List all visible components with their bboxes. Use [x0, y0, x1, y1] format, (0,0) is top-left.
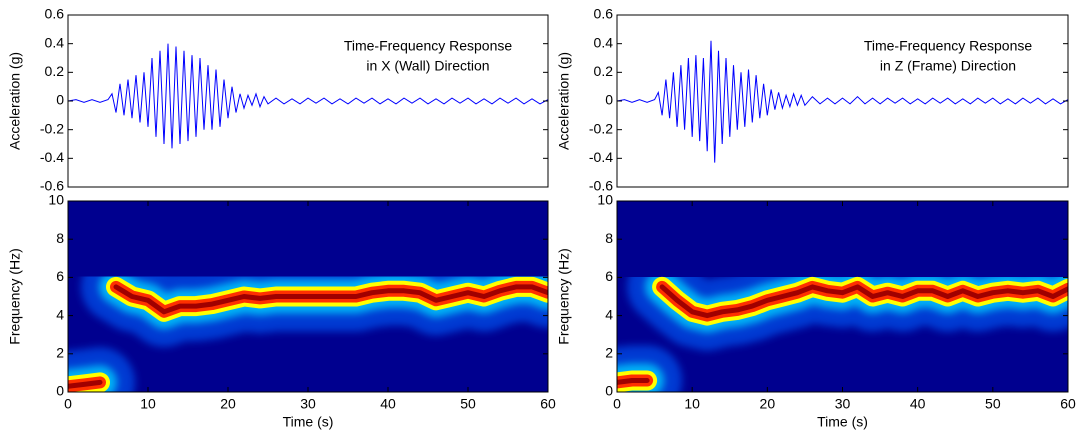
y-tick-label: -0.4 [589, 149, 613, 165]
y-tick-label: 8 [605, 230, 613, 246]
x-tick-label: 30 [835, 396, 851, 412]
annotation: in X (Wall) Direction [366, 58, 489, 74]
x-tick-label: 10 [684, 396, 700, 412]
y-axis-label: Acceleration (g) [7, 52, 23, 150]
y-tick-label: 10 [48, 192, 64, 208]
x-axis-label: Time (s) [283, 414, 334, 430]
x-tick-label: 30 [300, 396, 316, 412]
axes-frame [616, 14, 1069, 188]
y-tick-label: -0.6 [40, 178, 64, 194]
y-tick-label: -0.2 [40, 120, 64, 136]
y-tick-label: 0.6 [594, 6, 614, 22]
y-tick-label: 6 [56, 268, 64, 284]
y-tick-label: 0.2 [594, 63, 614, 79]
x-tick-label: 40 [910, 396, 926, 412]
x-tick-label: 0 [613, 396, 621, 412]
y-tick-label: 0.4 [45, 34, 65, 50]
x-tick-label: 10 [140, 396, 156, 412]
x-tick-label: 20 [220, 396, 236, 412]
y-tick-label: 0.4 [594, 34, 614, 50]
acceleration-line [68, 43, 548, 149]
annotation: Time-Frequency Response [344, 38, 513, 54]
y-tick-label: 4 [56, 306, 64, 322]
spectrogram-ridge [68, 284, 548, 389]
x-axis-label: Time (s) [817, 414, 868, 430]
axes-frame [67, 200, 549, 393]
y-tick-label: 8 [56, 230, 64, 246]
axes-frame [616, 200, 1069, 393]
x-tick-label: 60 [1060, 396, 1076, 412]
y-axis-label: Frequency (Hz) [7, 248, 23, 344]
spectrogram-ridge [617, 284, 1068, 385]
x-tick-label: 20 [760, 396, 776, 412]
annotation: in Z (Frame) Direction [880, 58, 1016, 74]
y-tick-label: 0.2 [45, 63, 65, 79]
y-tick-label: -0.6 [589, 178, 613, 194]
annotation: Time-Frequency Response [864, 38, 1033, 54]
y-tick-label: 2 [605, 345, 613, 361]
y-tick-label: 6 [605, 268, 613, 284]
y-tick-label: 2 [56, 345, 64, 361]
x-tick-label: 0 [64, 396, 72, 412]
y-axis-label: Frequency (Hz) [556, 248, 572, 344]
x-tick-label: 50 [460, 396, 476, 412]
x-tick-label: 60 [540, 396, 556, 412]
spectrogram [617, 251, 1068, 392]
y-tick-label: 4 [605, 306, 613, 322]
axes-frame [67, 14, 549, 188]
spectrogram [68, 251, 548, 392]
y-tick-label: 10 [597, 192, 613, 208]
y-tick-label: -0.4 [40, 149, 64, 165]
y-tick-label: 0.6 [45, 6, 65, 22]
y-tick-label: 0 [56, 383, 64, 399]
y-tick-label: 0 [605, 383, 613, 399]
y-tick-label: 0 [56, 92, 64, 108]
y-tick-label: -0.2 [589, 120, 613, 136]
x-tick-label: 50 [985, 396, 1001, 412]
y-tick-label: 0 [605, 92, 613, 108]
acceleration-line [617, 40, 1068, 163]
y-axis-label: Acceleration (g) [556, 52, 572, 150]
x-tick-label: 40 [380, 396, 396, 412]
